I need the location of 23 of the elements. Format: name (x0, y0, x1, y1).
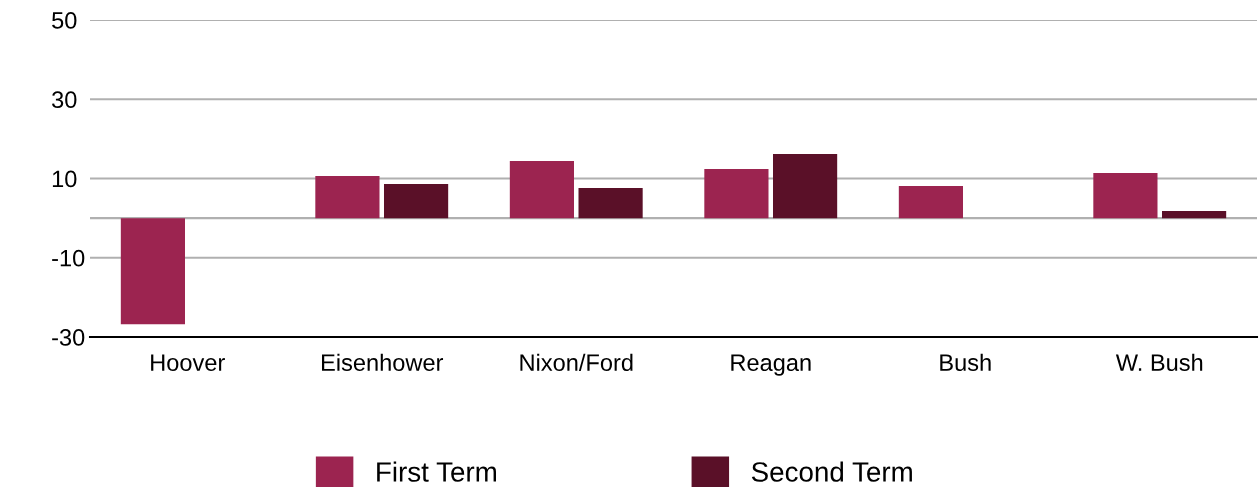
y-tick-label: 10 (52, 170, 77, 188)
x-tick-label: Eisenhower (322, 353, 444, 372)
bar (315, 176, 380, 219)
bar (1093, 172, 1158, 219)
x-tick-label: W. Bush (1115, 353, 1203, 372)
x-tick-label: Bush (940, 353, 991, 372)
legend-label: Second Term (751, 461, 912, 482)
bar (773, 153, 838, 219)
x-tick-label: Hoover (151, 354, 225, 372)
bar (578, 188, 643, 219)
x-tick-label: Nixon/Ford (520, 353, 633, 372)
bar (1162, 210, 1227, 219)
y-tick-label: -10 (52, 249, 85, 267)
bar (509, 161, 574, 219)
y-tick-label: 30 (52, 91, 77, 109)
bar (384, 184, 449, 219)
bar (898, 186, 963, 219)
bar (704, 168, 769, 219)
legend-label: First Term (377, 461, 496, 482)
x-tick-label: Reagan (731, 354, 811, 376)
y-tick-label: -30 (52, 329, 85, 346)
y-tick-label: 50 (52, 12, 77, 29)
bar (120, 218, 185, 325)
